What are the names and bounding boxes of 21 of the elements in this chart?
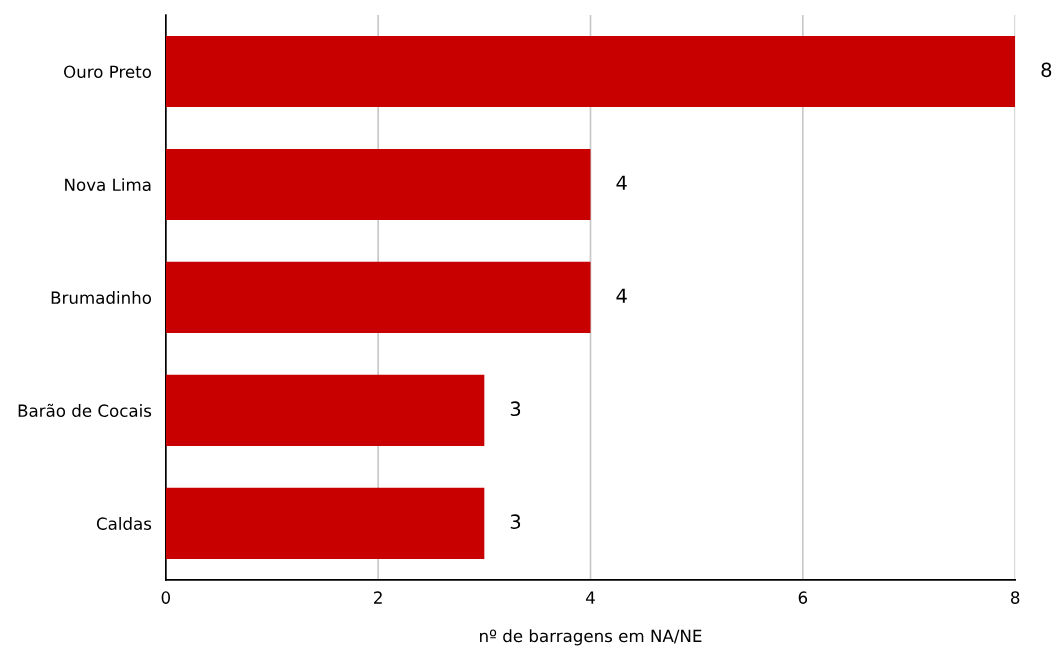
- data-label: 4: [616, 288, 627, 303]
- x-axis-title: nº de barragens em NA/NE: [480, 629, 702, 646]
- bar: [165, 35, 1016, 108]
- y-tick-label: Brumadinho: [51, 291, 152, 305]
- x-tick-label: 8: [1010, 591, 1020, 604]
- bar: [165, 148, 591, 221]
- y-tick-label: Caldas: [96, 517, 152, 530]
- x-tick-label: 0: [161, 591, 171, 604]
- y-tick-label: Nova Lima: [65, 178, 151, 192]
- y-tick-label: Ouro Preto: [64, 65, 152, 79]
- x-tick-label: 4: [586, 591, 595, 604]
- data-label: 4: [616, 175, 627, 190]
- bar: [165, 261, 591, 334]
- data-label: 3: [510, 401, 521, 417]
- data-label: 3: [510, 514, 521, 530]
- bar: [165, 374, 485, 446]
- bar: [165, 487, 485, 559]
- data-label: 8: [1041, 62, 1052, 78]
- y-tick-label: Barão de Cocais: [18, 403, 152, 417]
- x-tick-label: 2: [374, 591, 382, 604]
- x-tick-label: 6: [798, 591, 808, 604]
